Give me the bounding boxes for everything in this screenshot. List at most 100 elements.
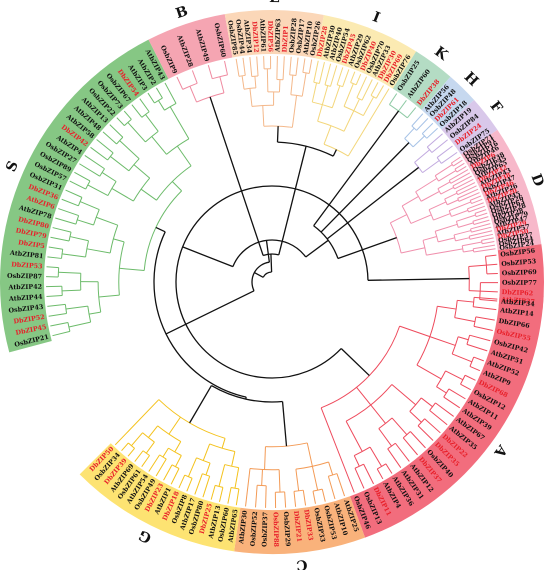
branch xyxy=(437,181,451,190)
branch xyxy=(87,306,92,323)
branch xyxy=(202,476,211,498)
branch xyxy=(68,232,72,242)
branch xyxy=(109,124,124,138)
branch xyxy=(435,402,454,417)
branch xyxy=(218,464,226,487)
branch xyxy=(453,234,456,241)
branch xyxy=(123,110,132,120)
branch xyxy=(420,397,433,408)
branch xyxy=(460,383,471,391)
branch xyxy=(194,473,203,495)
branch xyxy=(249,88,253,107)
branch xyxy=(96,216,118,226)
branch xyxy=(90,146,108,161)
branch xyxy=(454,178,474,190)
leaf-label: OsbZIP17 xyxy=(295,18,307,54)
branch xyxy=(448,388,466,400)
branch xyxy=(321,489,326,502)
branch xyxy=(157,425,182,442)
leaf-label: OsbZIP28 xyxy=(288,17,299,53)
branch xyxy=(50,322,69,327)
branch xyxy=(318,62,325,84)
branch xyxy=(402,431,411,439)
leaf-label: OsbZIP88 xyxy=(272,512,281,548)
branch xyxy=(443,396,461,409)
branch xyxy=(168,416,181,435)
branch xyxy=(435,223,458,232)
branch xyxy=(451,156,461,164)
branch xyxy=(473,244,496,250)
branch xyxy=(48,312,67,317)
branch xyxy=(464,374,476,381)
backbone-branch xyxy=(305,239,329,258)
leaf-label: AtbZIP44 xyxy=(8,293,44,303)
branch xyxy=(466,208,470,213)
leaf-label: OsbZIP29 xyxy=(282,511,292,547)
branch xyxy=(111,188,134,202)
branch xyxy=(417,425,434,441)
backbone-branch xyxy=(165,290,255,335)
branch xyxy=(355,73,362,85)
branch xyxy=(456,182,476,193)
branch xyxy=(452,353,473,363)
branch xyxy=(438,170,457,182)
branch xyxy=(345,384,393,422)
branch xyxy=(196,457,211,464)
branch xyxy=(58,271,81,274)
branch xyxy=(141,455,150,467)
branch xyxy=(463,249,474,253)
branch xyxy=(469,233,494,240)
branch xyxy=(353,98,360,111)
branch xyxy=(453,230,472,236)
branch xyxy=(345,420,363,452)
branch xyxy=(475,316,495,321)
branch xyxy=(481,240,483,244)
branch xyxy=(97,281,102,313)
branch xyxy=(343,83,354,107)
branch xyxy=(486,263,498,266)
clade-letter-g: G xyxy=(136,526,154,546)
branch xyxy=(278,469,281,493)
backbone-branch xyxy=(281,401,288,447)
branch xyxy=(468,264,487,268)
branch xyxy=(410,214,432,224)
branch xyxy=(323,125,332,145)
branch xyxy=(84,154,105,170)
branch xyxy=(313,60,319,83)
branch xyxy=(96,139,114,154)
branch xyxy=(361,79,373,101)
branch xyxy=(207,65,213,79)
branch xyxy=(438,237,455,243)
backbone-branch xyxy=(276,126,279,143)
branch xyxy=(131,104,143,118)
branch xyxy=(50,236,70,242)
branch xyxy=(169,106,190,140)
branch xyxy=(456,166,467,173)
branch xyxy=(471,226,492,233)
branch xyxy=(191,70,198,84)
branch xyxy=(261,469,263,486)
branch xyxy=(157,100,165,111)
clade-band-h xyxy=(421,76,475,130)
branch xyxy=(231,451,236,467)
branch xyxy=(235,58,240,77)
backbone-branch xyxy=(209,96,264,256)
branch xyxy=(251,104,274,107)
branch xyxy=(164,103,177,111)
branch xyxy=(431,139,448,153)
branch xyxy=(370,82,379,96)
backbone-branch xyxy=(332,149,338,157)
branch xyxy=(451,209,469,217)
branch xyxy=(164,82,177,104)
branch xyxy=(119,267,145,272)
clade-band-k xyxy=(392,51,451,110)
branch xyxy=(293,491,297,507)
branch xyxy=(295,469,300,491)
branch xyxy=(421,122,434,135)
branch xyxy=(436,145,453,158)
branch xyxy=(409,431,426,449)
branch xyxy=(98,294,120,298)
branch xyxy=(114,399,160,446)
branch xyxy=(402,437,418,456)
